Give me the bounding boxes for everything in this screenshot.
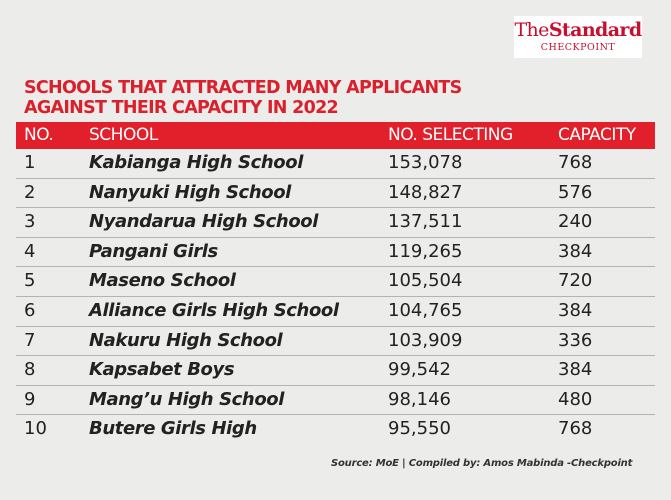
cell-selecting: 98,146	[388, 388, 451, 410]
cell-no: 4	[24, 240, 36, 262]
cell-no: 8	[24, 359, 36, 381]
table-row: 7 Nakuru High School 103,909 336	[16, 327, 655, 357]
header-school: SCHOOL	[89, 125, 158, 145]
cell-capacity: 336	[558, 329, 593, 351]
cell-school: Kabianga High School	[89, 152, 303, 173]
cell-selecting: 103,909	[388, 329, 463, 351]
cell-selecting: 148,827	[388, 181, 463, 203]
cell-capacity: 384	[558, 240, 593, 262]
cell-capacity: 384	[558, 359, 593, 381]
cell-capacity: 768	[558, 418, 593, 440]
cell-selecting: 153,078	[388, 152, 463, 173]
cell-no: 9	[24, 388, 36, 410]
cell-no: 10	[24, 418, 47, 440]
cell-no: 5	[24, 270, 36, 292]
table-body: 1 Kabianga High School 153,078 768 2 Nan…	[16, 149, 655, 444]
cell-no: 7	[24, 329, 36, 351]
title-line-2: AGAINST THEIR CAPACITY IN 2022	[24, 98, 339, 118]
header-no: NO.	[24, 125, 54, 145]
cell-school: Nanyuki High School	[89, 181, 291, 203]
cell-school: Mang’u High School	[89, 388, 285, 410]
title-line-1: SCHOOLS THAT ATTRACTED MANY APPLICANTS	[24, 78, 462, 98]
cell-selecting: 105,504	[388, 270, 463, 292]
cell-capacity: 384	[558, 299, 593, 321]
table-row: 9 Mang’u High School 98,146 480	[16, 386, 655, 416]
cell-no: 1	[24, 152, 36, 173]
cell-selecting: 99,542	[388, 359, 451, 381]
cell-school: Butere Girls High	[89, 418, 257, 440]
cell-no: 6	[24, 299, 36, 321]
table-row: 1 Kabianga High School 153,078 768	[16, 149, 655, 179]
table-row: 10 Butere Girls High 95,550 768	[16, 415, 655, 444]
cell-school: Maseno School	[89, 270, 236, 292]
cell-school: Kapsabet Boys	[89, 359, 235, 381]
cell-capacity: 720	[558, 270, 593, 292]
logo-prefix: The	[514, 19, 549, 41]
cell-selecting: 119,265	[388, 240, 463, 262]
logo-wordmark: TheStandard	[514, 19, 642, 41]
cell-school: Nyandarua High School	[89, 211, 319, 233]
header-capacity: CAPACITY	[558, 125, 636, 145]
table-header: NO. SCHOOL NO. SELECTING CAPACITY	[16, 122, 655, 149]
cell-selecting: 104,765	[388, 299, 463, 321]
header-no-selecting: NO. SELECTING	[388, 125, 513, 145]
logo-subtitle: CHECKPOINT	[540, 42, 616, 53]
table-row: 3 Nyandarua High School 137,511 240	[16, 208, 655, 238]
page-title: SCHOOLS THAT ATTRACTED MANY APPLICANTS A…	[24, 78, 462, 118]
cell-no: 3	[24, 211, 36, 233]
cell-selecting: 95,550	[388, 418, 451, 440]
cell-school: Alliance Girls High School	[89, 299, 339, 321]
cell-capacity: 240	[558, 211, 593, 233]
table-row: 5 Maseno School 105,504 720	[16, 267, 655, 297]
cell-no: 2	[24, 181, 36, 203]
cell-capacity: 768	[558, 152, 593, 173]
cell-selecting: 137,511	[388, 211, 463, 233]
source-note: Source: MoE | Compiled by: Amos Mabinda …	[331, 458, 633, 469]
table-row: 8 Kapsabet Boys 99,542 384	[16, 356, 655, 386]
cell-capacity: 480	[558, 388, 593, 410]
cell-capacity: 576	[558, 181, 593, 203]
table-row: 4 Pangani Girls 119,265 384	[16, 238, 655, 268]
the-standard-logo: TheStandard CHECKPOINT	[514, 16, 642, 58]
cell-school: Nakuru High School	[89, 329, 283, 351]
table-row: 2 Nanyuki High School 148,827 576	[16, 179, 655, 209]
logo-brand: Standard	[548, 19, 642, 41]
cell-school: Pangani Girls	[89, 240, 218, 262]
table-row: 6 Alliance Girls High School 104,765 384	[16, 297, 655, 327]
